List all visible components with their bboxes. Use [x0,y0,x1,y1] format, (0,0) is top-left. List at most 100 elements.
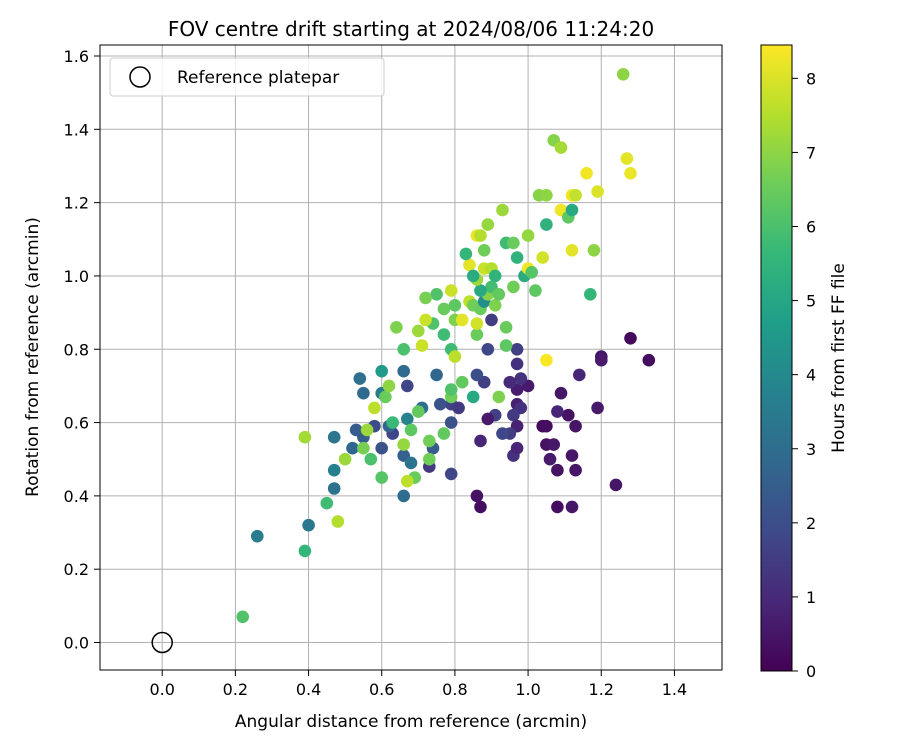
scatter-point [386,416,400,429]
x-tick-label: 0.2 [223,680,248,699]
scatter-point [357,441,370,455]
scatter-point [430,288,443,301]
plot-frame [99,44,723,671]
scatter-point [397,343,411,356]
scatter-point [624,332,637,345]
colorbar-tick-label: 4 [806,366,816,385]
scatter-point [375,364,389,378]
scatter-point [430,368,443,382]
scatter-point [540,189,553,202]
x-axis-label: Angular distance from reference (arcmin) [235,712,587,732]
scatter-point [463,258,476,272]
y-tick-label: 1.0 [64,267,89,286]
scatter-point [565,203,579,217]
colorbar-tick-label: 7 [806,143,816,162]
scatter-point [510,251,524,264]
y-tick-label: 0.0 [64,634,89,653]
legend: Reference platepar [109,57,385,97]
scatter-point [419,313,432,327]
scatter-point [496,427,509,440]
scatter-point [382,379,396,393]
scatter-point [474,434,487,448]
scatter-point [492,288,506,301]
scatter-point [375,471,389,484]
colorbar-label: Hours from first FF file [829,263,849,453]
scatter-point [499,321,513,334]
scatter-point [507,236,520,250]
colorbar-ticks: 0 1 2 3 4 5 6 7 8 [792,69,816,681]
scatter-point [591,185,604,198]
scatter-point [569,419,582,433]
scatter-point [349,423,363,437]
scatter-point [470,368,484,382]
scatter-point [554,141,568,154]
x-axis-ticks: 0.0 0.2 0.4 0.6 0.8 1.0 1.2 1.4 [149,670,687,699]
scatter-point [481,412,495,426]
scatter-point [364,452,378,466]
colorbar-tick-label: 3 [806,440,816,459]
scatter-point [510,343,524,356]
y-tick-label: 0.8 [64,340,89,359]
scatter-point [551,405,564,418]
scatter-point [448,299,462,312]
scatter-point [470,328,484,341]
legend-label: Reference platepar [177,68,339,88]
scatter-point [459,247,473,261]
scatter-point [507,280,520,294]
scatter-point [423,452,436,466]
scatter-point [488,269,502,283]
y-tick-label: 0.2 [64,560,89,579]
scatter-point [415,339,429,352]
scatter-point [466,390,480,404]
scatter-point [452,401,465,415]
scatter-point [510,441,524,455]
y-axis-ticks: 0.0 0.2 0.4 0.6 0.8 1.0 1.2 1.4 1.6 [64,47,100,653]
y-axis-label: Rotation from reference (arcmin) [23,217,43,497]
scatter-point [521,229,535,242]
scatter-points [236,68,656,624]
scatter-point [302,518,315,532]
scatter-point [540,353,553,367]
scatter-point [485,313,498,327]
scatter-point [444,284,458,297]
scatter-point [507,408,520,422]
scatter-point [434,397,447,411]
scatter-point [470,317,484,330]
scatter-point [481,218,495,231]
scatter-point [412,405,425,418]
y-tick-label: 1.2 [64,194,89,213]
scatter-point [609,478,623,492]
scatter-point [492,390,506,404]
scatter-point [565,244,579,257]
legend-box [109,57,385,97]
scatter-point [437,427,451,440]
scatter-point [554,386,568,400]
scatter-point [543,452,557,466]
scatter-point [437,328,451,341]
y-tick-label: 1.4 [64,120,89,139]
scatter-point [353,372,367,385]
scatter-point [474,229,487,242]
chart-title: FOV centre drift starting at 2024/08/06 … [168,17,654,41]
scatter-point [327,463,341,477]
scatter-point [569,463,582,477]
scatter-point [331,515,345,528]
scatter-point [620,152,634,165]
scatter-point [565,500,579,514]
scatter-point [390,321,403,334]
scatter-point [338,452,352,466]
scatter-point [346,441,359,455]
scatter-point [401,412,414,426]
scatter-point [503,375,517,389]
scatter-point [404,456,418,470]
scatter-point [455,375,469,389]
scatter-point [236,610,249,624]
scatter-point [587,244,601,257]
scatter-point [368,401,381,415]
scatter-point [375,441,389,455]
scatter-point [569,189,582,202]
scatter-point [525,266,538,279]
scatter-point [444,467,458,481]
scatter-point [540,419,553,433]
